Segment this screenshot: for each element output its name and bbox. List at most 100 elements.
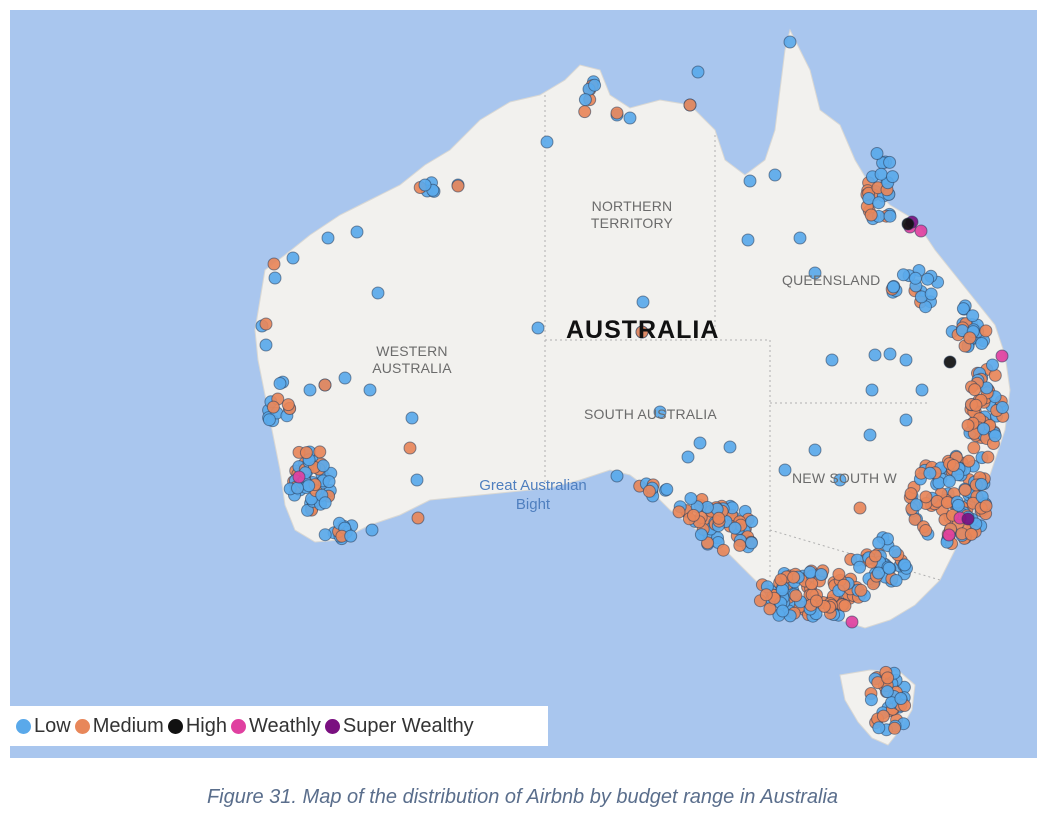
- airbnb-point[interactable]: [303, 383, 317, 397]
- airbnb-point[interactable]: [531, 321, 545, 335]
- airbnb-point[interactable]: [299, 446, 313, 460]
- airbnb-point[interactable]: [872, 566, 885, 580]
- airbnb-point[interactable]: [921, 272, 935, 286]
- airbnb-point[interactable]: [808, 266, 822, 280]
- airbnb-point[interactable]: [825, 353, 839, 367]
- airbnb-point[interactable]: [963, 331, 977, 345]
- airbnb-point[interactable]: [974, 477, 988, 491]
- airbnb-point[interactable]: [951, 498, 965, 512]
- airbnb-point[interactable]: [964, 527, 978, 541]
- airbnb-point[interactable]: [888, 545, 902, 559]
- airbnb-point[interactable]: [868, 549, 882, 563]
- airbnb-point[interactable]: [789, 589, 803, 603]
- airbnb-point[interactable]: [872, 721, 886, 735]
- airbnb-point[interactable]: [899, 413, 913, 427]
- airbnb-point[interactable]: [776, 604, 790, 618]
- airbnb-point[interactable]: [691, 65, 705, 79]
- airbnb-point[interactable]: [863, 428, 877, 442]
- airbnb-point[interactable]: [924, 287, 938, 301]
- airbnb-point[interactable]: [942, 474, 956, 488]
- airbnb-point[interactable]: [316, 459, 330, 473]
- airbnb-point[interactable]: [302, 479, 316, 493]
- airbnb-point[interactable]: [975, 337, 989, 350]
- airbnb-point[interactable]: [845, 615, 859, 629]
- airbnb-point[interactable]: [988, 429, 1002, 443]
- legend-item[interactable]: High: [167, 715, 227, 738]
- airbnb-point[interactable]: [872, 196, 886, 210]
- airbnb-point[interactable]: [610, 106, 624, 120]
- airbnb-point[interactable]: [418, 178, 432, 192]
- airbnb-point[interactable]: [882, 561, 896, 575]
- airbnb-point[interactable]: [365, 523, 379, 537]
- airbnb-point[interactable]: [268, 271, 282, 285]
- airbnb-point[interactable]: [881, 671, 895, 685]
- airbnb-point[interactable]: [405, 411, 419, 425]
- airbnb-point[interactable]: [854, 583, 868, 597]
- airbnb-point[interactable]: [693, 436, 707, 450]
- airbnb-point[interactable]: [864, 208, 878, 222]
- airbnb-point[interactable]: [853, 560, 867, 574]
- airbnb-point[interactable]: [683, 98, 697, 112]
- airbnb-point[interactable]: [745, 536, 758, 550]
- airbnb-point[interactable]: [899, 353, 913, 367]
- airbnb-point[interactable]: [745, 515, 759, 528]
- airbnb-point[interactable]: [681, 450, 695, 464]
- airbnb-point[interactable]: [923, 466, 937, 480]
- airbnb-point[interactable]: [684, 492, 698, 505]
- airbnb-point[interactable]: [623, 111, 637, 125]
- airbnb-point[interactable]: [810, 594, 823, 608]
- airbnb-point[interactable]: [793, 231, 807, 245]
- airbnb-point[interactable]: [966, 309, 980, 323]
- airbnb-point[interactable]: [759, 588, 773, 602]
- airbnb-point[interactable]: [979, 499, 993, 513]
- airbnb-point[interactable]: [787, 570, 801, 584]
- airbnb-point[interactable]: [267, 257, 281, 271]
- airbnb-point[interactable]: [961, 419, 975, 432]
- airbnb-point[interactable]: [883, 209, 897, 223]
- airbnb-point[interactable]: [712, 511, 726, 525]
- airbnb-point[interactable]: [889, 574, 903, 587]
- airbnb-point[interactable]: [322, 475, 336, 489]
- airbnb-point[interactable]: [338, 371, 352, 385]
- airbnb-point[interactable]: [286, 251, 300, 265]
- legend-item[interactable]: Low: [16, 715, 71, 738]
- airbnb-point[interactable]: [350, 225, 364, 239]
- airbnb-point[interactable]: [716, 543, 730, 557]
- airbnb-point[interactable]: [672, 505, 686, 519]
- airbnb-point[interactable]: [977, 422, 991, 436]
- airbnb-point[interactable]: [313, 445, 327, 459]
- airbnb-point[interactable]: [266, 400, 280, 414]
- airbnb-point[interactable]: [969, 398, 983, 412]
- airbnb-point[interactable]: [540, 135, 554, 149]
- airbnb-point[interactable]: [743, 174, 757, 188]
- airbnb-point[interactable]: [880, 685, 894, 699]
- airbnb-point[interactable]: [886, 280, 900, 294]
- airbnb-point[interactable]: [778, 463, 792, 477]
- airbnb-point[interactable]: [687, 508, 700, 522]
- airbnb-point[interactable]: [763, 602, 777, 616]
- airbnb-point[interactable]: [915, 383, 929, 397]
- airbnb-point[interactable]: [578, 93, 592, 107]
- airbnb-point[interactable]: [635, 325, 649, 339]
- airbnb-point[interactable]: [886, 170, 899, 184]
- airbnb-point[interactable]: [872, 536, 886, 550]
- airbnb-point[interactable]: [979, 324, 993, 338]
- airbnb-point[interactable]: [870, 147, 884, 160]
- airbnb-point[interactable]: [411, 511, 425, 525]
- legend-item[interactable]: Weathly: [230, 715, 321, 738]
- airbnb-point[interactable]: [853, 501, 867, 515]
- airbnb-point[interactable]: [876, 709, 890, 723]
- airbnb-point[interactable]: [901, 217, 915, 231]
- airbnb-point[interactable]: [883, 155, 897, 169]
- airbnb-point[interactable]: [883, 347, 897, 361]
- airbnb-point[interactable]: [281, 398, 295, 412]
- legend-item[interactable]: Medium: [74, 715, 164, 738]
- airbnb-point[interactable]: [837, 578, 851, 592]
- airbnb-point[interactable]: [919, 524, 933, 537]
- airbnb-point[interactable]: [956, 302, 970, 316]
- airbnb-point[interactable]: [653, 405, 667, 419]
- airbnb-point[interactable]: [318, 496, 332, 510]
- airbnb-point[interactable]: [832, 567, 846, 581]
- airbnb-point[interactable]: [943, 355, 957, 369]
- airbnb-point[interactable]: [808, 443, 822, 457]
